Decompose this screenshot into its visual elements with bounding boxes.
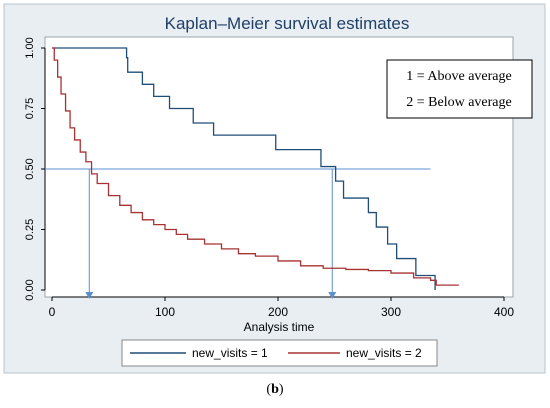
y-tick-label: 0.00: [24, 279, 36, 300]
x-tick-label: 100: [155, 305, 175, 319]
x-tick-label: 400: [494, 305, 514, 319]
series-layer: [52, 47, 459, 290]
x-axis: 0 100 200 300 400: [49, 296, 514, 319]
legend-box-line-1: 1 = Above average: [406, 69, 511, 84]
median-guides: [46, 168, 431, 299]
caption-label: b: [271, 382, 279, 397]
legend-label-series-1: new_visits = 1: [192, 346, 268, 360]
series-line-2: [52, 47, 459, 286]
y-tick-label: 1.00: [24, 37, 36, 58]
legend-label-series-2: new_visits = 2: [346, 346, 422, 360]
y-tick-label: 0.25: [24, 219, 36, 240]
x-tick-label: 200: [268, 305, 288, 319]
x-axis-label: Analysis time: [244, 320, 315, 334]
legend-box-line-2: 2 = Below average: [406, 95, 511, 110]
y-tick-label: 0.75: [24, 98, 36, 119]
y-tick-label: 0.50: [24, 158, 36, 179]
chart-title: Kaplan–Meier survival estimates: [165, 14, 410, 33]
x-tick-label: 300: [381, 305, 401, 319]
x-tick-label: 0: [49, 305, 56, 319]
legend-box: 1 = Above average 2 = Below average: [386, 59, 533, 119]
figure-caption: (b): [266, 382, 284, 397]
series-legend: new_visits = 1 new_visits = 2: [121, 339, 438, 367]
median-arrow: [85, 292, 94, 299]
y-axis: 0.00 0.25 0.50 0.75 1.00: [24, 37, 46, 301]
series-line-1: [52, 47, 436, 290]
median-arrow: [328, 292, 337, 299]
